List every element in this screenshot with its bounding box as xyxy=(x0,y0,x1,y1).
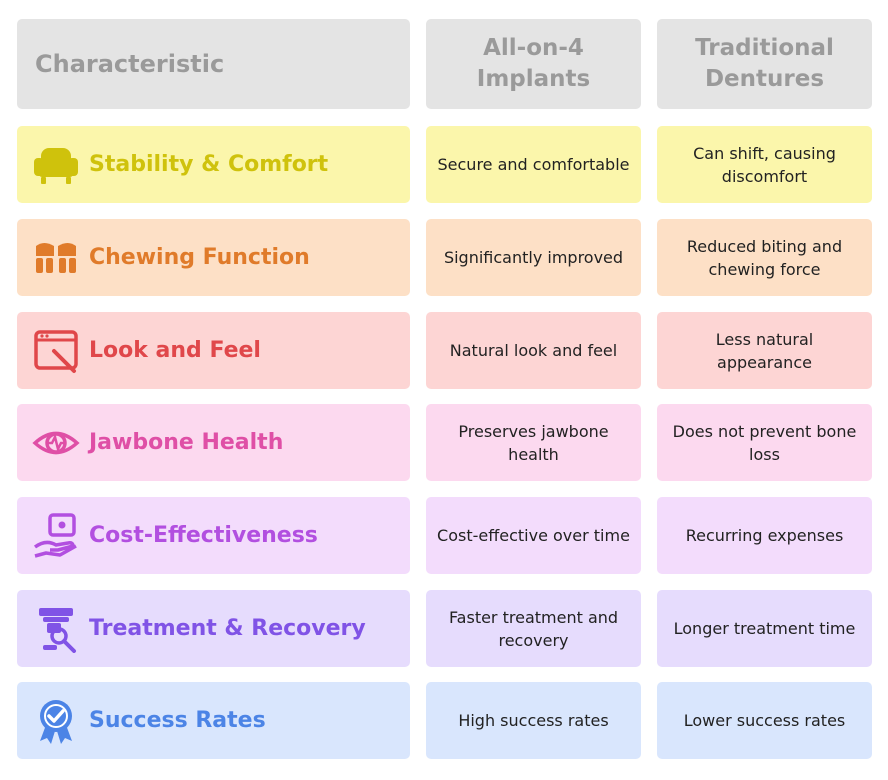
header-characteristic-label: Characteristic xyxy=(35,50,225,78)
mirror-icon xyxy=(31,326,81,376)
header-dentures-label: Traditional Dentures xyxy=(695,35,834,92)
dentures-value: Recurring expenses xyxy=(685,526,844,545)
implants-value: Secure and comfortable xyxy=(437,155,630,174)
header-characteristic: Characteristic xyxy=(17,19,410,109)
implants-value: Cost-effective over time xyxy=(437,526,630,545)
characteristic-label: Cost-Effectiveness xyxy=(89,523,318,548)
row-cost-effectiveness-dentures: Recurring expenses xyxy=(657,497,872,574)
row-look-and-feel-dentures: Less natural appearance xyxy=(657,312,872,389)
header-dentures: Traditional Dentures xyxy=(657,19,872,109)
row-chewing-function-implants: Significantly improved xyxy=(426,219,641,296)
characteristic-label: Success Rates xyxy=(89,708,266,733)
chewing-teeth-icon xyxy=(31,233,81,283)
row-chewing-function-characteristic: Chewing Function xyxy=(17,219,410,296)
row-jawbone-health-dentures: Does not prevent bone loss xyxy=(657,404,872,481)
characteristic-label: Treatment & Recovery xyxy=(89,616,366,641)
armchair-icon xyxy=(31,140,81,190)
dentures-value: Lower success rates xyxy=(683,711,846,730)
row-jawbone-health-implants: Preserves jawbone health xyxy=(426,404,641,481)
row-cost-effectiveness-characteristic: Cost-Effectiveness xyxy=(17,497,410,574)
award-badge-icon xyxy=(31,696,81,746)
row-chewing-function-dentures: Reduced biting and chewing force xyxy=(657,219,872,296)
characteristic-label: Jawbone Health xyxy=(89,430,284,455)
row-treatment-recovery-characteristic: Treatment & Recovery xyxy=(17,590,410,667)
hand-money-icon xyxy=(31,511,81,561)
row-look-and-feel-characteristic: Look and Feel xyxy=(17,312,410,389)
implants-value: Significantly improved xyxy=(443,248,624,267)
implants-value: Faster treatment and recovery xyxy=(448,607,619,650)
row-stability-comfort-implants: Secure and comfortable xyxy=(426,126,641,203)
dentures-value: Longer treatment time xyxy=(673,619,856,638)
dentures-value: Less natural appearance xyxy=(715,329,814,372)
row-treatment-recovery-dentures: Longer treatment time xyxy=(657,590,872,667)
row-cost-effectiveness-implants: Cost-effective over time xyxy=(426,497,641,574)
row-stability-comfort-characteristic: Stability & Comfort xyxy=(17,126,410,203)
dental-chair-icon xyxy=(31,604,81,654)
header-implants: All-on-4 Implants xyxy=(426,19,641,109)
characteristic-label: Stability & Comfort xyxy=(89,152,329,177)
implants-value: Preserves jawbone health xyxy=(458,421,609,464)
row-jawbone-health-characteristic: Jawbone Health xyxy=(17,404,410,481)
row-stability-comfort-dentures: Can shift, causing discomfort xyxy=(657,126,872,203)
dentures-value: Reduced biting and chewing force xyxy=(686,236,843,279)
header-implants-label: All-on-4 Implants xyxy=(476,35,591,92)
dentures-value: Does not prevent bone loss xyxy=(672,421,857,464)
row-success-rates-implants: High success rates xyxy=(426,682,641,759)
characteristic-label: Chewing Function xyxy=(89,245,310,270)
dentures-value: Can shift, causing discomfort xyxy=(693,143,836,186)
row-success-rates-characteristic: Success Rates xyxy=(17,682,410,759)
implants-value: Natural look and feel xyxy=(449,341,618,360)
row-treatment-recovery-implants: Faster treatment and recovery xyxy=(426,590,641,667)
row-look-and-feel-implants: Natural look and feel xyxy=(426,312,641,389)
implants-value: High success rates xyxy=(458,711,609,730)
row-success-rates-dentures: Lower success rates xyxy=(657,682,872,759)
characteristic-label: Look and Feel xyxy=(89,338,261,363)
eye-pulse-icon xyxy=(31,418,81,468)
